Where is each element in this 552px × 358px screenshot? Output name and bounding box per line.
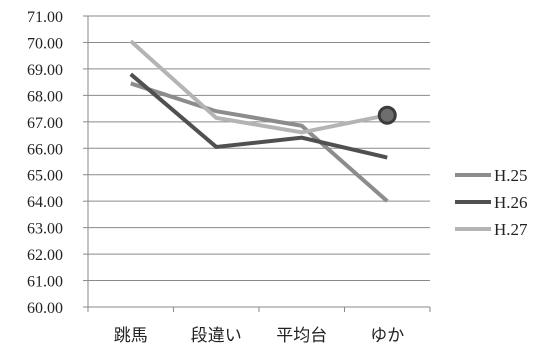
y-tick-label: 68.00 bbox=[27, 88, 63, 105]
y-tick-label: 61.00 bbox=[27, 274, 63, 291]
gridlines bbox=[88, 15, 430, 308]
y-tick-label: 69.00 bbox=[27, 62, 63, 79]
y-tick-label: 70.00 bbox=[27, 35, 63, 52]
legend-label: H.25 bbox=[494, 166, 528, 185]
y-tick-label: 67.00 bbox=[27, 115, 63, 132]
series-line-h27 bbox=[129, 39, 388, 135]
x-tick-label: 平均台 bbox=[276, 326, 327, 345]
x-tick-label: 段違い bbox=[191, 326, 242, 345]
legend-label: H.26 bbox=[494, 193, 528, 212]
y-tick-label: 63.00 bbox=[27, 221, 63, 238]
y-tick-label: 64.00 bbox=[27, 194, 63, 211]
y-tick-label: 60.00 bbox=[27, 300, 63, 317]
series-line-h25 bbox=[130, 81, 389, 203]
y-tick-label: 66.00 bbox=[27, 141, 63, 158]
series-lines bbox=[129, 39, 397, 203]
y-axis: 60.00 61.00 62.00 63.00 64.00 65.00 66.00 67.00… bbox=[27, 9, 89, 317]
y-tick-label: 71.00 bbox=[27, 9, 63, 26]
legend: H.25 H.26 H.27 bbox=[455, 166, 528, 239]
x-tick-label: 跳馬 bbox=[114, 326, 148, 345]
highlighted-data-point bbox=[377, 105, 397, 125]
y-tick-label: 62.00 bbox=[27, 247, 63, 264]
legend-label: H.27 bbox=[494, 220, 528, 239]
x-axis: 跳馬 段違い 平均台 ゆか bbox=[87, 307, 431, 345]
x-tick-label: ゆか bbox=[370, 326, 404, 345]
series-line-h26 bbox=[129, 72, 388, 160]
y-tick-label: 65.00 bbox=[27, 168, 63, 185]
